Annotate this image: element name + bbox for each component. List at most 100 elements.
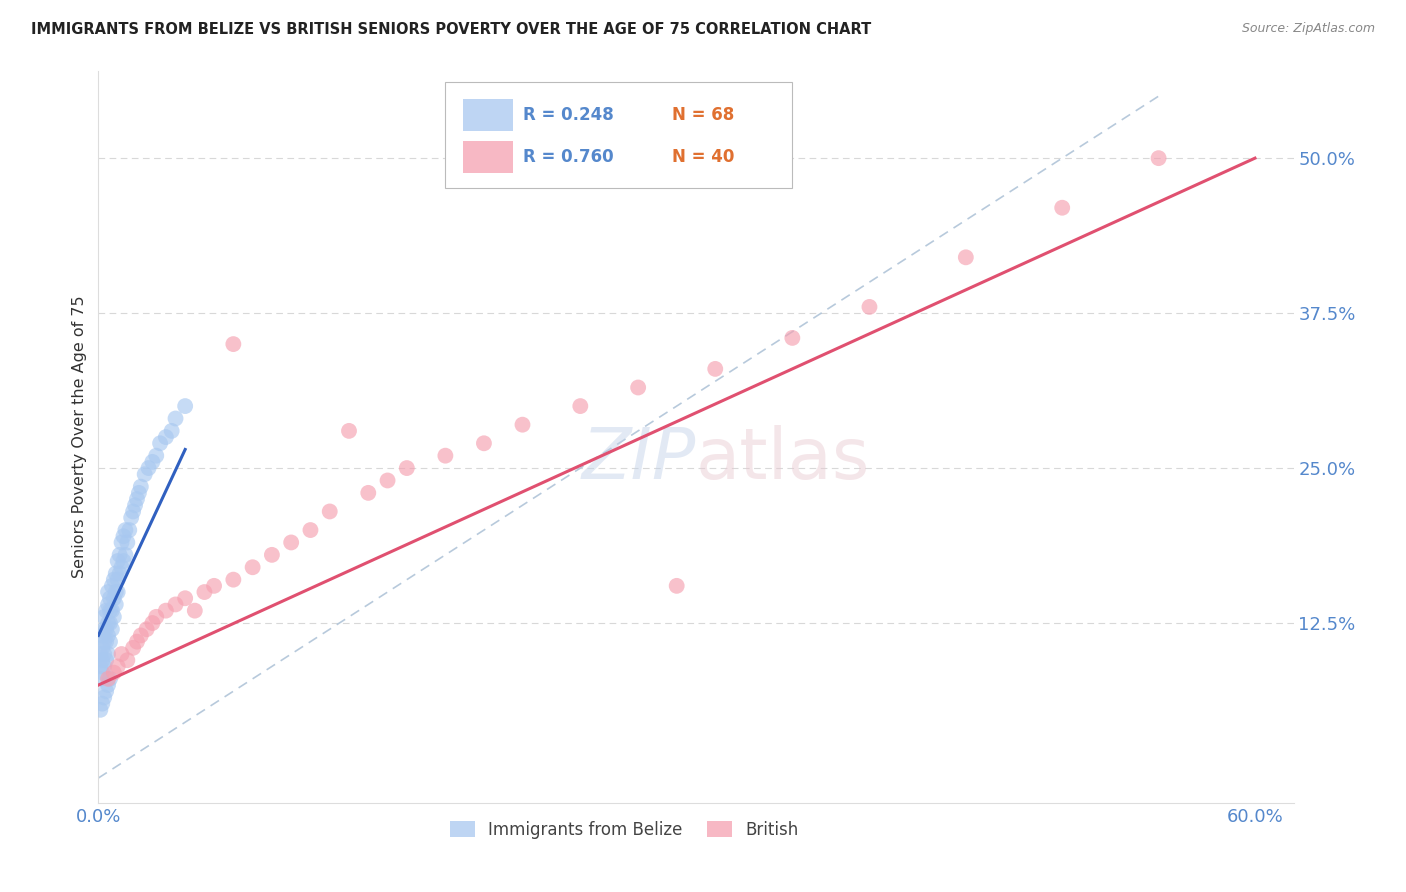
Point <box>1050 201 1073 215</box>
Point <box>135 622 157 636</box>
Point <box>107 573 129 587</box>
Point <box>108 548 131 562</box>
Point <box>160 424 183 438</box>
Point <box>120 510 142 524</box>
Point <box>125 634 148 648</box>
Text: N = 68: N = 68 <box>672 106 734 124</box>
Point <box>125 491 148 506</box>
Point <box>93 690 115 705</box>
Point <box>858 300 880 314</box>
Point <box>114 548 136 562</box>
FancyBboxPatch shape <box>446 82 792 188</box>
Point <box>472 436 495 450</box>
Point <box>512 417 534 432</box>
Point <box>174 591 197 606</box>
Point <box>242 560 264 574</box>
Point <box>114 523 136 537</box>
Point <box>337 424 360 438</box>
Point <box>97 672 120 686</box>
Text: N = 40: N = 40 <box>672 148 734 166</box>
FancyBboxPatch shape <box>463 141 513 173</box>
Point <box>93 647 115 661</box>
Point <box>110 535 132 549</box>
Point <box>103 573 125 587</box>
Point <box>165 598 187 612</box>
Point <box>155 430 177 444</box>
Point <box>98 634 121 648</box>
Point <box>280 535 302 549</box>
Point <box>103 591 125 606</box>
Point <box>89 659 111 673</box>
Point <box>184 604 207 618</box>
Point <box>94 634 117 648</box>
Point <box>134 467 156 482</box>
Point <box>89 703 111 717</box>
Point <box>104 585 127 599</box>
Point <box>107 585 129 599</box>
Point <box>377 474 399 488</box>
Point <box>97 615 120 630</box>
Point <box>1147 151 1170 165</box>
Point <box>89 647 111 661</box>
Point <box>110 560 132 574</box>
Point <box>112 554 135 568</box>
Point <box>98 615 121 630</box>
Point <box>222 337 245 351</box>
Point <box>165 411 187 425</box>
Point <box>101 579 124 593</box>
Point <box>174 399 197 413</box>
Point <box>103 665 125 680</box>
Point <box>260 548 283 562</box>
Point <box>129 628 152 642</box>
Point <box>118 523 141 537</box>
Point <box>93 634 115 648</box>
Text: ZIP: ZIP <box>582 425 696 493</box>
Point <box>93 622 115 636</box>
Point <box>94 622 117 636</box>
Point <box>93 659 115 673</box>
Point <box>124 498 146 512</box>
Point <box>103 610 125 624</box>
Legend: Immigrants from Belize, British: Immigrants from Belize, British <box>443 814 806 846</box>
Point <box>202 579 225 593</box>
Point <box>94 653 117 667</box>
Point <box>91 628 114 642</box>
Point <box>319 504 342 518</box>
Point <box>129 480 152 494</box>
Point <box>108 566 131 581</box>
Point <box>91 640 114 655</box>
Point <box>145 610 167 624</box>
Point <box>222 573 245 587</box>
Point <box>149 436 172 450</box>
Point <box>395 461 418 475</box>
Point <box>117 535 139 549</box>
Point <box>97 647 120 661</box>
Point <box>704 362 727 376</box>
Point <box>665 579 688 593</box>
Point <box>97 585 120 599</box>
Point <box>627 380 650 394</box>
Point <box>138 461 160 475</box>
Point <box>104 598 127 612</box>
Point <box>97 628 120 642</box>
Point <box>145 449 167 463</box>
Point <box>98 672 121 686</box>
Point <box>104 566 127 581</box>
Point <box>141 455 163 469</box>
Point <box>98 591 121 606</box>
Point <box>94 604 117 618</box>
Point <box>110 647 132 661</box>
Point <box>91 697 114 711</box>
Point <box>299 523 322 537</box>
Point <box>155 604 177 618</box>
Point <box>117 653 139 667</box>
Point <box>128 486 150 500</box>
Point <box>91 665 114 680</box>
Point <box>98 604 121 618</box>
Point <box>97 678 120 692</box>
Point <box>569 399 592 413</box>
Point <box>91 653 114 667</box>
Point <box>107 659 129 673</box>
Point <box>94 684 117 698</box>
Point <box>107 554 129 568</box>
